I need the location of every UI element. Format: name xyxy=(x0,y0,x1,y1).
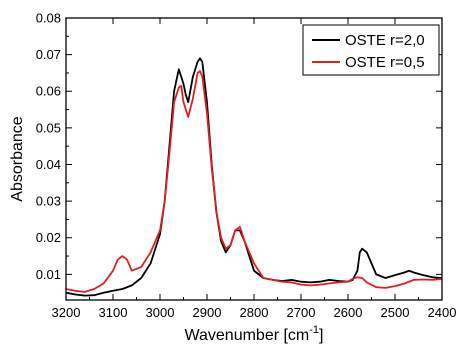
legend-label-series-1: OSTE r=2,0 xyxy=(345,32,425,49)
x-tick-label: 3200 xyxy=(52,305,81,320)
legend: OSTE r=2,0 OSTE r=0,5 xyxy=(302,24,440,76)
x-axis-title: Wavenumber [cm-1] xyxy=(184,324,323,344)
series-line-1 xyxy=(65,57,443,297)
legend-label-series-2: OSTE r=0,5 xyxy=(345,54,425,71)
y-tick-label: 0.01 xyxy=(36,267,61,282)
x-tick-label: 3100 xyxy=(99,305,128,320)
x-tick-label: 2700 xyxy=(287,305,316,320)
x-axis-title-main: Wavenumber [cm xyxy=(184,327,309,344)
y-tick-labels: 0.01 0.02 0.03 0.04 0.05 0.06 0.07 0.08 xyxy=(36,11,61,282)
x-axis-title-superscript: -1 xyxy=(309,324,319,336)
y-tick-label: 0.07 xyxy=(36,47,61,62)
series-line-2 xyxy=(65,70,443,293)
y-tick-label: 0.08 xyxy=(36,11,61,26)
y-tick-label: 0.06 xyxy=(36,84,61,99)
y-tick-label: 0.02 xyxy=(36,230,61,245)
y-tick-label: 0.05 xyxy=(36,120,61,135)
x-tick-label: 2800 xyxy=(240,305,269,320)
legend-box xyxy=(302,24,440,76)
y-tick-label: 0.04 xyxy=(36,157,61,172)
x-tick-label: 3000 xyxy=(146,305,175,320)
x-axis-title-suffix: ] xyxy=(319,327,323,344)
x-tick-labels: 3200 3100 3000 2900 2800 2700 2600 2500 2400 xyxy=(52,305,457,320)
y-axis-title: Absorbance xyxy=(9,116,26,201)
y-tick-label: 0.03 xyxy=(36,194,61,209)
x-tick-label: 2900 xyxy=(193,305,222,320)
x-tick-label: 2500 xyxy=(381,305,410,320)
x-tick-label: 2600 xyxy=(334,305,363,320)
x-tick-label: 2400 xyxy=(428,305,457,320)
plot-lines xyxy=(65,57,443,297)
